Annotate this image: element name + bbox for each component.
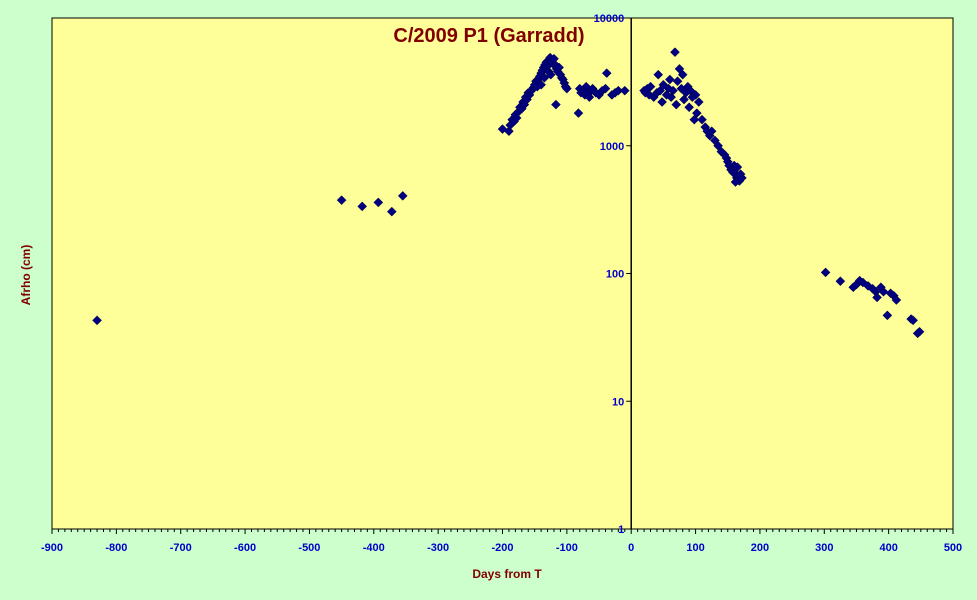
data-point bbox=[613, 85, 624, 96]
data-point bbox=[92, 315, 102, 326]
data-point bbox=[619, 85, 630, 96]
data-point bbox=[551, 99, 561, 110]
x-tick-label: -400 bbox=[363, 542, 385, 554]
data-point bbox=[730, 177, 741, 187]
data-point bbox=[690, 90, 701, 100]
y-axis-tick-labels: 1 10 100 1000 10000 bbox=[594, 13, 625, 536]
x-tick-label: 400 bbox=[879, 542, 897, 554]
data-point bbox=[732, 162, 743, 173]
x-tick-label: 300 bbox=[815, 542, 833, 554]
data-points bbox=[92, 47, 925, 339]
data-point bbox=[878, 286, 889, 297]
data-point bbox=[737, 173, 747, 183]
data-point bbox=[706, 126, 717, 137]
data-point bbox=[573, 108, 584, 118]
x-tick-label: 200 bbox=[751, 542, 769, 554]
x-tick-label: -100 bbox=[556, 542, 578, 554]
x-tick-label: 500 bbox=[944, 542, 962, 554]
data-point bbox=[532, 81, 543, 92]
data-point bbox=[373, 197, 384, 208]
data-point bbox=[668, 85, 678, 96]
data-point bbox=[684, 102, 694, 113]
plot-area bbox=[51, 17, 954, 530]
y-tick-label: 10000 bbox=[594, 13, 625, 25]
data-point bbox=[914, 326, 925, 337]
data-point bbox=[908, 315, 918, 326]
data-point bbox=[653, 69, 664, 80]
y-tick-label: 1 bbox=[618, 524, 624, 536]
y-tick-label: 10 bbox=[612, 396, 624, 408]
data-point bbox=[504, 126, 514, 137]
data-point bbox=[697, 114, 707, 125]
x-tick-label: -900 bbox=[41, 542, 63, 554]
data-point bbox=[820, 267, 831, 278]
data-point bbox=[882, 310, 893, 321]
data-point bbox=[562, 83, 572, 94]
y-axis-title: Afrho (cm) bbox=[19, 245, 33, 306]
x-axis-title: Days from T bbox=[472, 567, 542, 581]
chart-title: C/2009 P1 (Garradd) bbox=[393, 25, 584, 47]
x-tick-label: 100 bbox=[686, 542, 704, 554]
y-tick-label: 1000 bbox=[600, 141, 624, 153]
data-point bbox=[692, 108, 702, 118]
data-point bbox=[835, 276, 846, 287]
data-point bbox=[693, 97, 704, 107]
data-point bbox=[539, 73, 550, 83]
x-tick-label: -500 bbox=[298, 542, 320, 554]
x-tick-label: 0 bbox=[628, 542, 634, 554]
data-point bbox=[386, 206, 397, 217]
data-point bbox=[545, 69, 556, 80]
data-point bbox=[601, 68, 612, 79]
data-point bbox=[672, 76, 683, 87]
y-tick-label: 100 bbox=[606, 269, 624, 281]
data-point bbox=[600, 83, 611, 94]
data-point bbox=[670, 47, 680, 58]
data-point bbox=[397, 191, 408, 201]
data-point bbox=[679, 94, 689, 105]
x-tick-label: -700 bbox=[170, 542, 192, 554]
y-axis-ticks bbox=[626, 17, 632, 530]
data-point bbox=[336, 195, 347, 206]
data-point bbox=[891, 295, 902, 305]
data-point bbox=[357, 201, 368, 212]
x-tick-label: -300 bbox=[427, 542, 449, 554]
data-point bbox=[664, 74, 675, 85]
data-point bbox=[677, 69, 688, 80]
x-axis-tick-labels: -900 -800 -700 -600 -500 -400 -300 -200 -100 0 100… bbox=[41, 542, 962, 554]
x-tick-label: -800 bbox=[105, 542, 127, 554]
x-tick-label: -200 bbox=[491, 542, 513, 554]
data-point bbox=[872, 292, 882, 303]
data-point bbox=[671, 99, 682, 110]
data-point bbox=[657, 97, 667, 107]
data-point bbox=[645, 81, 656, 92]
x-tick-label: -600 bbox=[234, 542, 256, 554]
x-axis-ticks bbox=[51, 529, 954, 534]
